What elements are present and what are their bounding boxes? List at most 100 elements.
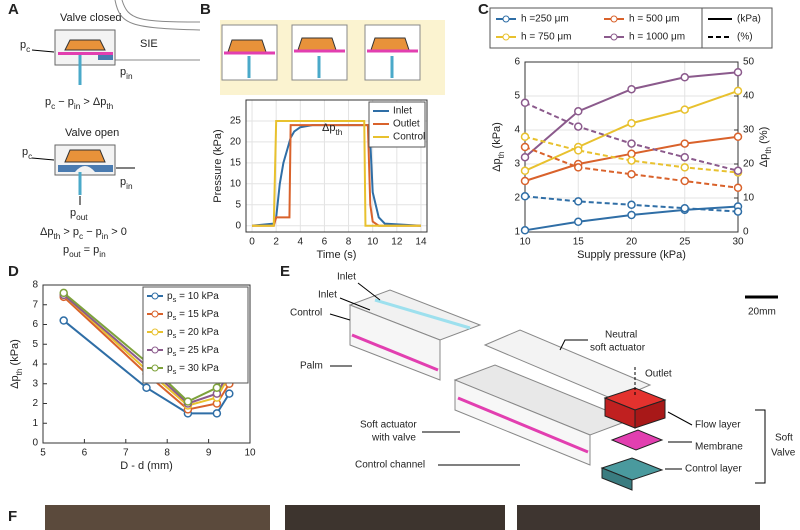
y-tick-label: 3 xyxy=(514,159,520,170)
control-channel xyxy=(457,396,589,454)
marker xyxy=(733,86,743,96)
text-part: Δp xyxy=(758,154,770,167)
marker xyxy=(627,118,636,128)
label: pc xyxy=(22,146,32,161)
text-part: s xyxy=(173,295,177,304)
legend-label: (%) xyxy=(737,32,753,43)
marker xyxy=(627,200,636,210)
marker xyxy=(183,397,193,406)
equation: pout = pin xyxy=(63,244,106,259)
x-tick-label: 5 xyxy=(40,448,46,459)
marker xyxy=(59,288,68,298)
y-axis-label: Pressure (kPa) xyxy=(212,129,224,202)
marker xyxy=(574,146,583,155)
marker xyxy=(520,152,530,162)
y-tick-label: 3 xyxy=(32,378,38,389)
diagram-a: Valve closed SIE pc pin pc − pin > Δpth … xyxy=(20,0,201,259)
y-tick-label: 15 xyxy=(230,157,242,168)
x-tick-label: 6 xyxy=(322,237,328,248)
panel-label: F xyxy=(8,508,17,525)
marker xyxy=(733,132,743,142)
text-part: > p xyxy=(60,226,79,238)
x-tick-label: 25 xyxy=(679,237,691,248)
marker xyxy=(574,197,583,206)
x-tick-label: 12 xyxy=(391,237,403,248)
y2-tick-label: 10 xyxy=(743,193,755,204)
marker xyxy=(225,389,234,398)
marker xyxy=(733,183,743,193)
sie-outline xyxy=(110,0,201,61)
panel-label: B xyxy=(200,1,211,18)
y-axis-label: Δpth (kPa) xyxy=(9,339,24,389)
palm-channel xyxy=(351,333,439,372)
label: Flow layer xyxy=(695,420,741,431)
marker xyxy=(520,226,530,235)
legend-marker xyxy=(502,15,510,23)
text-part: = 15 kPa xyxy=(176,309,219,320)
x-tick-label: 0 xyxy=(249,237,255,248)
y2-tick-label: 50 xyxy=(743,57,755,68)
marker xyxy=(680,105,689,114)
marker xyxy=(680,73,689,82)
text-part: (%) xyxy=(758,127,770,147)
legend-label: h = 500 μm xyxy=(629,14,680,25)
legend-marker xyxy=(151,328,159,336)
x-tick-label: 8 xyxy=(346,237,352,248)
legend-marker xyxy=(610,33,618,41)
legend-marker xyxy=(502,33,510,41)
photo xyxy=(285,505,505,530)
marker xyxy=(142,383,151,392)
text-part: Δp xyxy=(322,122,335,134)
text-part: c xyxy=(26,45,30,54)
y-tick-label: 0 xyxy=(235,220,241,231)
legend-marker xyxy=(151,292,159,300)
equation: pc − pin > Δpth xyxy=(45,96,114,111)
label: soft actuator xyxy=(590,343,646,354)
text-part: p xyxy=(20,39,26,51)
y-tick-label: 2 xyxy=(32,398,38,409)
panel-label: D xyxy=(8,263,19,280)
x-tick-label: 30 xyxy=(732,237,744,248)
text-part: s xyxy=(173,331,177,340)
marker xyxy=(627,210,636,220)
y-tick-label: 6 xyxy=(32,319,38,330)
panel-label: E xyxy=(280,263,290,280)
x-tick-label: 6 xyxy=(82,448,88,459)
text-part: th xyxy=(15,368,24,375)
marker xyxy=(520,132,530,142)
y-tick-label: 5 xyxy=(514,91,520,102)
x-tick-label: 2 xyxy=(273,237,279,248)
text-part: out xyxy=(69,250,81,259)
label: Valve xyxy=(771,448,796,459)
label: Palm xyxy=(300,361,323,372)
text-part: p xyxy=(167,345,173,356)
text-part: th xyxy=(497,151,506,158)
diagram-e: 20mm Inlet Inlet Control Palm Neutral so… xyxy=(290,272,796,491)
x-axis-label: D - d (mm) xyxy=(120,460,173,472)
plot-frame xyxy=(245,99,428,233)
text-part: (kPa) xyxy=(9,339,21,368)
plot-frame xyxy=(42,284,251,444)
text-part: p xyxy=(120,176,126,188)
x-tick-label: 10 xyxy=(244,448,256,459)
membrane xyxy=(58,52,113,55)
y2-tick-label: 30 xyxy=(743,125,755,136)
text-part: Δp xyxy=(9,375,21,388)
marker xyxy=(627,149,636,159)
x-axis-label: Supply pressure (kPa) xyxy=(577,249,686,261)
label: Inlet xyxy=(318,290,337,301)
y-tick-label: 7 xyxy=(32,299,38,310)
x-axis-label: Time (s) xyxy=(317,249,357,261)
chart: 10 15 20 25 30 1 2 3 4 5 6 0 10 20 30 40 50 Supply pressu… xyxy=(489,7,773,261)
y2-tick-label: 20 xyxy=(743,159,755,170)
equation: Δpth > pc − pin > 0 xyxy=(40,226,127,241)
marker xyxy=(520,192,530,201)
label: Valve closed xyxy=(60,12,122,24)
y-tick-label: 5 xyxy=(32,339,38,350)
y-tick-label: 1 xyxy=(514,227,520,238)
label: Control xyxy=(290,308,322,319)
legend-marker xyxy=(151,364,159,372)
marker xyxy=(627,84,636,94)
